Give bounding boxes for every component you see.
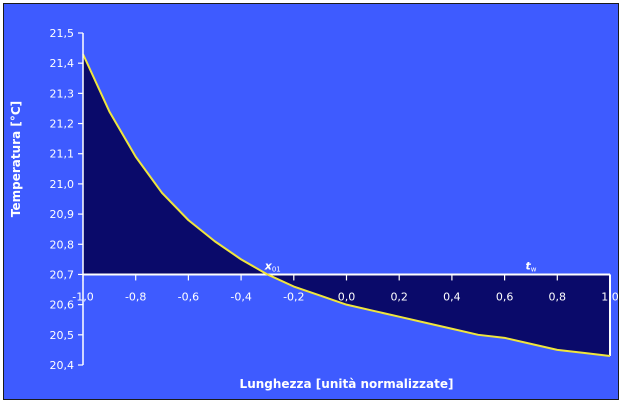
- y-tick-label: 21,5: [50, 27, 75, 40]
- y-tick-label: 20,9: [50, 208, 75, 221]
- y-tick-label: 20,7: [50, 268, 75, 281]
- y-tick-label: 21,2: [50, 118, 75, 131]
- chart-frame: 20,4 20,5 20,6 20,7 20,8 20,9 21,0 21,1 21,2 21,3…: [3, 3, 619, 400]
- y-tick-label: 20,4: [50, 359, 75, 372]
- temperature-chart: 20,4 20,5 20,6 20,7 20,8 20,9 21,0 21,1 21,2 21,3…: [4, 4, 618, 399]
- x-tick-label: -0,4: [230, 290, 251, 303]
- x-tick-label: -0,2: [283, 290, 304, 303]
- annotation-subscript: 01: [272, 265, 281, 273]
- y-tick-label: 20,8: [50, 238, 75, 251]
- x-tick-label: -1,0: [72, 290, 93, 303]
- x-tick-label: 0,0: [338, 290, 356, 303]
- x-tick-label: 0,2: [390, 290, 408, 303]
- annotation-tw: tw: [525, 259, 536, 273]
- y-tick-label: 21,4: [50, 57, 75, 70]
- y-axis-label: Temperatura [°C]: [9, 101, 23, 217]
- x-tick-label: -0,6: [178, 290, 199, 303]
- x-tick-label: 1,0: [601, 290, 618, 303]
- series-line: [82, 53, 611, 357]
- y-tick-label: 20,5: [50, 329, 75, 342]
- annotation-subscript: w: [531, 265, 537, 273]
- y-tick-label: 21,1: [50, 148, 75, 161]
- y-tick-label: 21,3: [50, 87, 75, 100]
- x-axis-label: Lunghezza [unità normalizzate]: [240, 377, 454, 391]
- area-fill: [83, 54, 610, 356]
- x-tick-label: 0,4: [443, 290, 461, 303]
- x-tick-label: 0,8: [549, 290, 567, 303]
- y-tick-label: 20,6: [50, 299, 75, 312]
- y-tick-label: 21,0: [50, 178, 75, 191]
- x-tick-label: -0,8: [125, 290, 146, 303]
- x-tick-label: 0,6: [496, 290, 514, 303]
